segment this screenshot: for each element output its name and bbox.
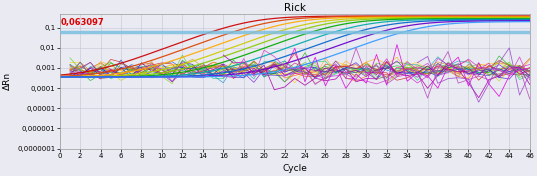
Text: 0,063097: 0,063097 (61, 18, 104, 27)
Y-axis label: ΔRn: ΔRn (3, 72, 12, 90)
X-axis label: Cycle: Cycle (282, 164, 307, 173)
Title: Rick: Rick (284, 3, 306, 13)
